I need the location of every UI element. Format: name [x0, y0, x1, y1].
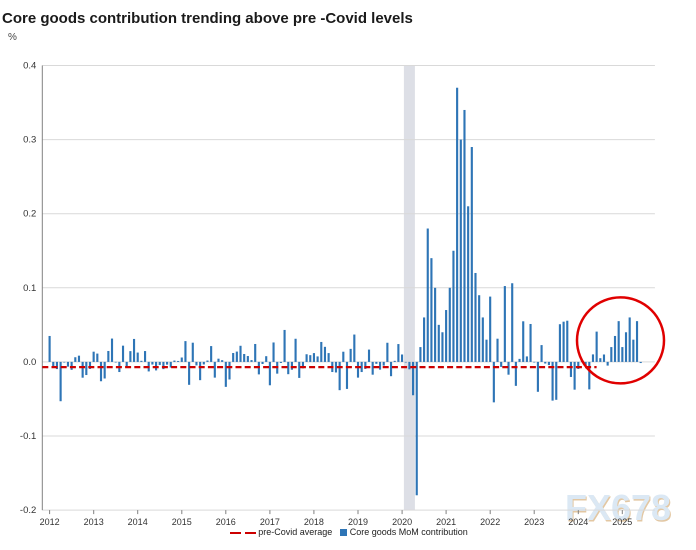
svg-text:0.2: 0.2: [23, 209, 36, 220]
svg-text:2023: 2023: [524, 517, 544, 527]
svg-text:2021: 2021: [436, 517, 456, 527]
svg-text:2012: 2012: [40, 517, 60, 527]
svg-text:2016: 2016: [216, 517, 236, 527]
svg-text:-0.2: -0.2: [20, 505, 36, 516]
svg-text:2013: 2013: [84, 517, 104, 527]
svg-text:0.4: 0.4: [23, 61, 36, 72]
svg-text:-0.1: -0.1: [20, 431, 36, 442]
svg-text:2025: 2025: [612, 517, 632, 527]
svg-text:0.3: 0.3: [23, 135, 36, 146]
svg-text:2019: 2019: [348, 517, 368, 527]
svg-text:2024: 2024: [568, 517, 588, 527]
svg-text:0.1: 0.1: [23, 283, 36, 294]
svg-text:2018: 2018: [304, 517, 324, 527]
svg-text:2015: 2015: [172, 517, 192, 527]
svg-text:2014: 2014: [128, 517, 148, 527]
svg-text:2020: 2020: [392, 517, 412, 527]
svg-text:0.0: 0.0: [23, 357, 36, 368]
svg-text:2022: 2022: [480, 517, 500, 527]
svg-text:2017: 2017: [260, 517, 280, 527]
